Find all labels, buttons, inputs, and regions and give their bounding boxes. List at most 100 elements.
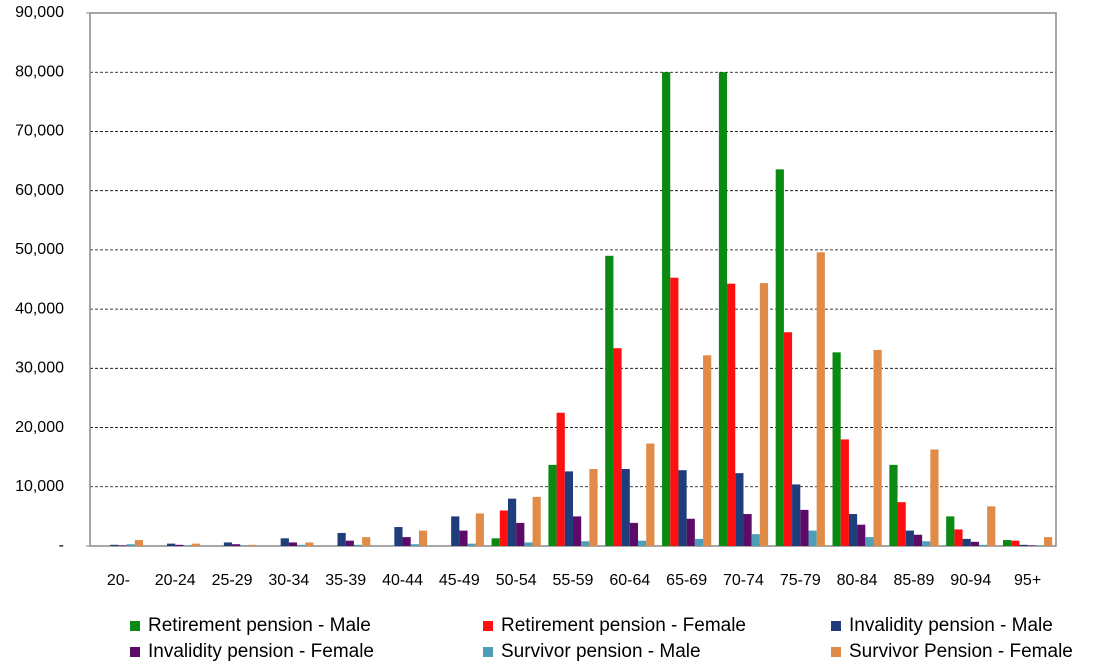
bar: [280, 538, 289, 546]
x-tick-label: 85-89: [893, 572, 934, 589]
y-tick-label: -: [59, 537, 64, 554]
bar: [564, 471, 573, 546]
bar: [451, 516, 460, 546]
legend-label: Invalidity pension - Male: [849, 615, 1053, 636]
bar: [1043, 537, 1053, 546]
y-tick-label: 20,000: [15, 419, 64, 436]
bar: [718, 72, 728, 546]
bar: [1027, 545, 1036, 546]
x-tick-label: 40-44: [382, 572, 423, 589]
bar: [662, 72, 671, 546]
legend-swatch: [483, 621, 493, 631]
x-tick-label: 35-39: [325, 572, 366, 589]
plot-frame: [89, 12, 1057, 547]
bar: [922, 541, 931, 546]
bar: [459, 530, 468, 546]
y-tick-label: 90,000: [15, 4, 64, 21]
bar: [223, 542, 233, 546]
bar: [987, 506, 996, 546]
y-tick-label: 50,000: [15, 241, 64, 258]
bar: [605, 255, 614, 547]
bar: [775, 169, 784, 546]
bar: [183, 545, 192, 546]
bar: [913, 534, 923, 546]
x-tick-label: 60-64: [609, 572, 650, 589]
bar: [1019, 544, 1028, 546]
bar: [516, 522, 525, 546]
x-tick-label: 55-59: [553, 572, 594, 589]
bar: [134, 540, 144, 546]
bar: [491, 538, 500, 546]
bar: [978, 544, 988, 546]
bar: [816, 252, 825, 546]
bar: [694, 538, 704, 546]
bar: [743, 514, 752, 546]
bar: [475, 513, 484, 546]
legend-swatch: [130, 647, 140, 657]
bar: [865, 537, 874, 546]
bar: [629, 522, 639, 546]
bar: [507, 498, 517, 546]
bar: [670, 277, 679, 546]
bar: [110, 544, 119, 546]
y-tick-label: 30,000: [15, 360, 64, 377]
legend-label: Survivor Pension - Female: [849, 641, 1073, 662]
legend-swatch: [831, 621, 841, 631]
bar: [394, 527, 403, 546]
bar: [232, 544, 241, 546]
bar: [175, 544, 184, 546]
bar: [288, 542, 298, 546]
bar: [840, 439, 849, 546]
bar: [613, 348, 622, 546]
bar: [337, 532, 346, 546]
x-tick-label: 65-69: [666, 572, 707, 589]
bar: [930, 449, 939, 546]
bar: [345, 540, 354, 546]
bar: [962, 538, 971, 546]
bar: [297, 544, 306, 546]
bar: [783, 332, 793, 546]
bar: [589, 469, 598, 546]
bar: [167, 543, 176, 546]
y-tick-label: 70,000: [15, 123, 64, 140]
bar: [686, 518, 695, 546]
bar: [410, 544, 419, 546]
bar: [1002, 540, 1012, 546]
bar: [848, 514, 858, 546]
y-tick-label: 80,000: [15, 63, 64, 80]
bar: [240, 545, 249, 546]
bar: [353, 544, 363, 546]
bar: [751, 534, 760, 546]
bar: [735, 473, 744, 546]
x-tick-label: 95+: [1014, 572, 1041, 589]
bar: [1035, 545, 1044, 546]
bar: [362, 537, 371, 546]
bar: [532, 496, 541, 546]
x-tick-label: 75-79: [780, 572, 821, 589]
bar: [556, 412, 565, 546]
legend-label: Invalidity pension - Female: [148, 641, 374, 662]
bar: [946, 516, 955, 546]
bar: [499, 510, 508, 546]
bar: [703, 355, 712, 546]
bar: [548, 464, 557, 546]
legend-label: Retirement pension - Female: [501, 615, 746, 636]
bar: [678, 470, 687, 546]
legend-swatch: [130, 621, 140, 631]
bar: [1011, 540, 1020, 546]
bar: [808, 530, 817, 546]
bar: [792, 484, 801, 546]
bar: [126, 544, 135, 546]
x-tick-label: 20-24: [155, 572, 196, 589]
x-tick-label: 70-74: [723, 572, 764, 589]
x-tick-label: 80-84: [837, 572, 878, 589]
bar: [638, 540, 647, 546]
legend-label: Retirement pension - Male: [148, 615, 371, 636]
bar: [800, 509, 809, 546]
y-tick-label: 60,000: [15, 182, 64, 199]
bar: [970, 541, 979, 546]
bar: [954, 529, 963, 546]
bar: [191, 543, 200, 546]
bar: [889, 464, 898, 546]
